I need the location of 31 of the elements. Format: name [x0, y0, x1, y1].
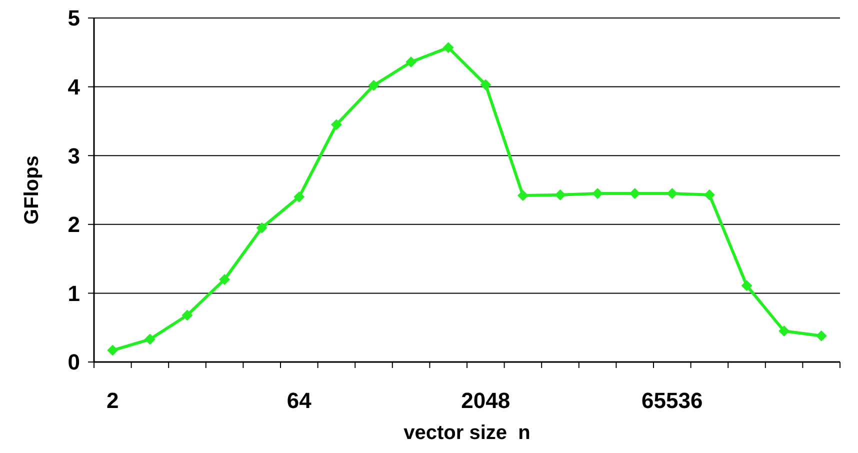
y-tick-label: 3 [68, 143, 80, 168]
point [144, 334, 156, 345]
point [256, 222, 268, 234]
point [406, 56, 417, 68]
point [480, 79, 492, 90]
point [778, 326, 790, 337]
x-tick-label: 2048 [461, 388, 510, 413]
point [816, 330, 827, 342]
point [517, 190, 528, 202]
y-tick-label: 2 [68, 212, 80, 238]
point [629, 188, 640, 199]
point [666, 188, 678, 199]
point [107, 344, 118, 356]
point [368, 80, 380, 91]
point [741, 280, 752, 292]
y-axis-title: GFlops [21, 156, 43, 224]
x-tick-label: 64 [286, 388, 312, 413]
y-tick-label: 1 [68, 280, 80, 306]
point [704, 189, 715, 200]
x-tick-label: 2 [106, 388, 119, 413]
y-tick-label: 0 [68, 350, 80, 375]
point [219, 274, 230, 285]
x-tick-label: 65536 [642, 388, 703, 413]
point [442, 42, 454, 54]
y-tick-label: 4 [68, 74, 81, 100]
point [182, 310, 193, 321]
point [294, 191, 305, 202]
point [330, 119, 342, 130]
point [554, 189, 566, 200]
x-axis-title: vector size n [404, 422, 530, 444]
y-tick-label: 5 [68, 6, 80, 31]
